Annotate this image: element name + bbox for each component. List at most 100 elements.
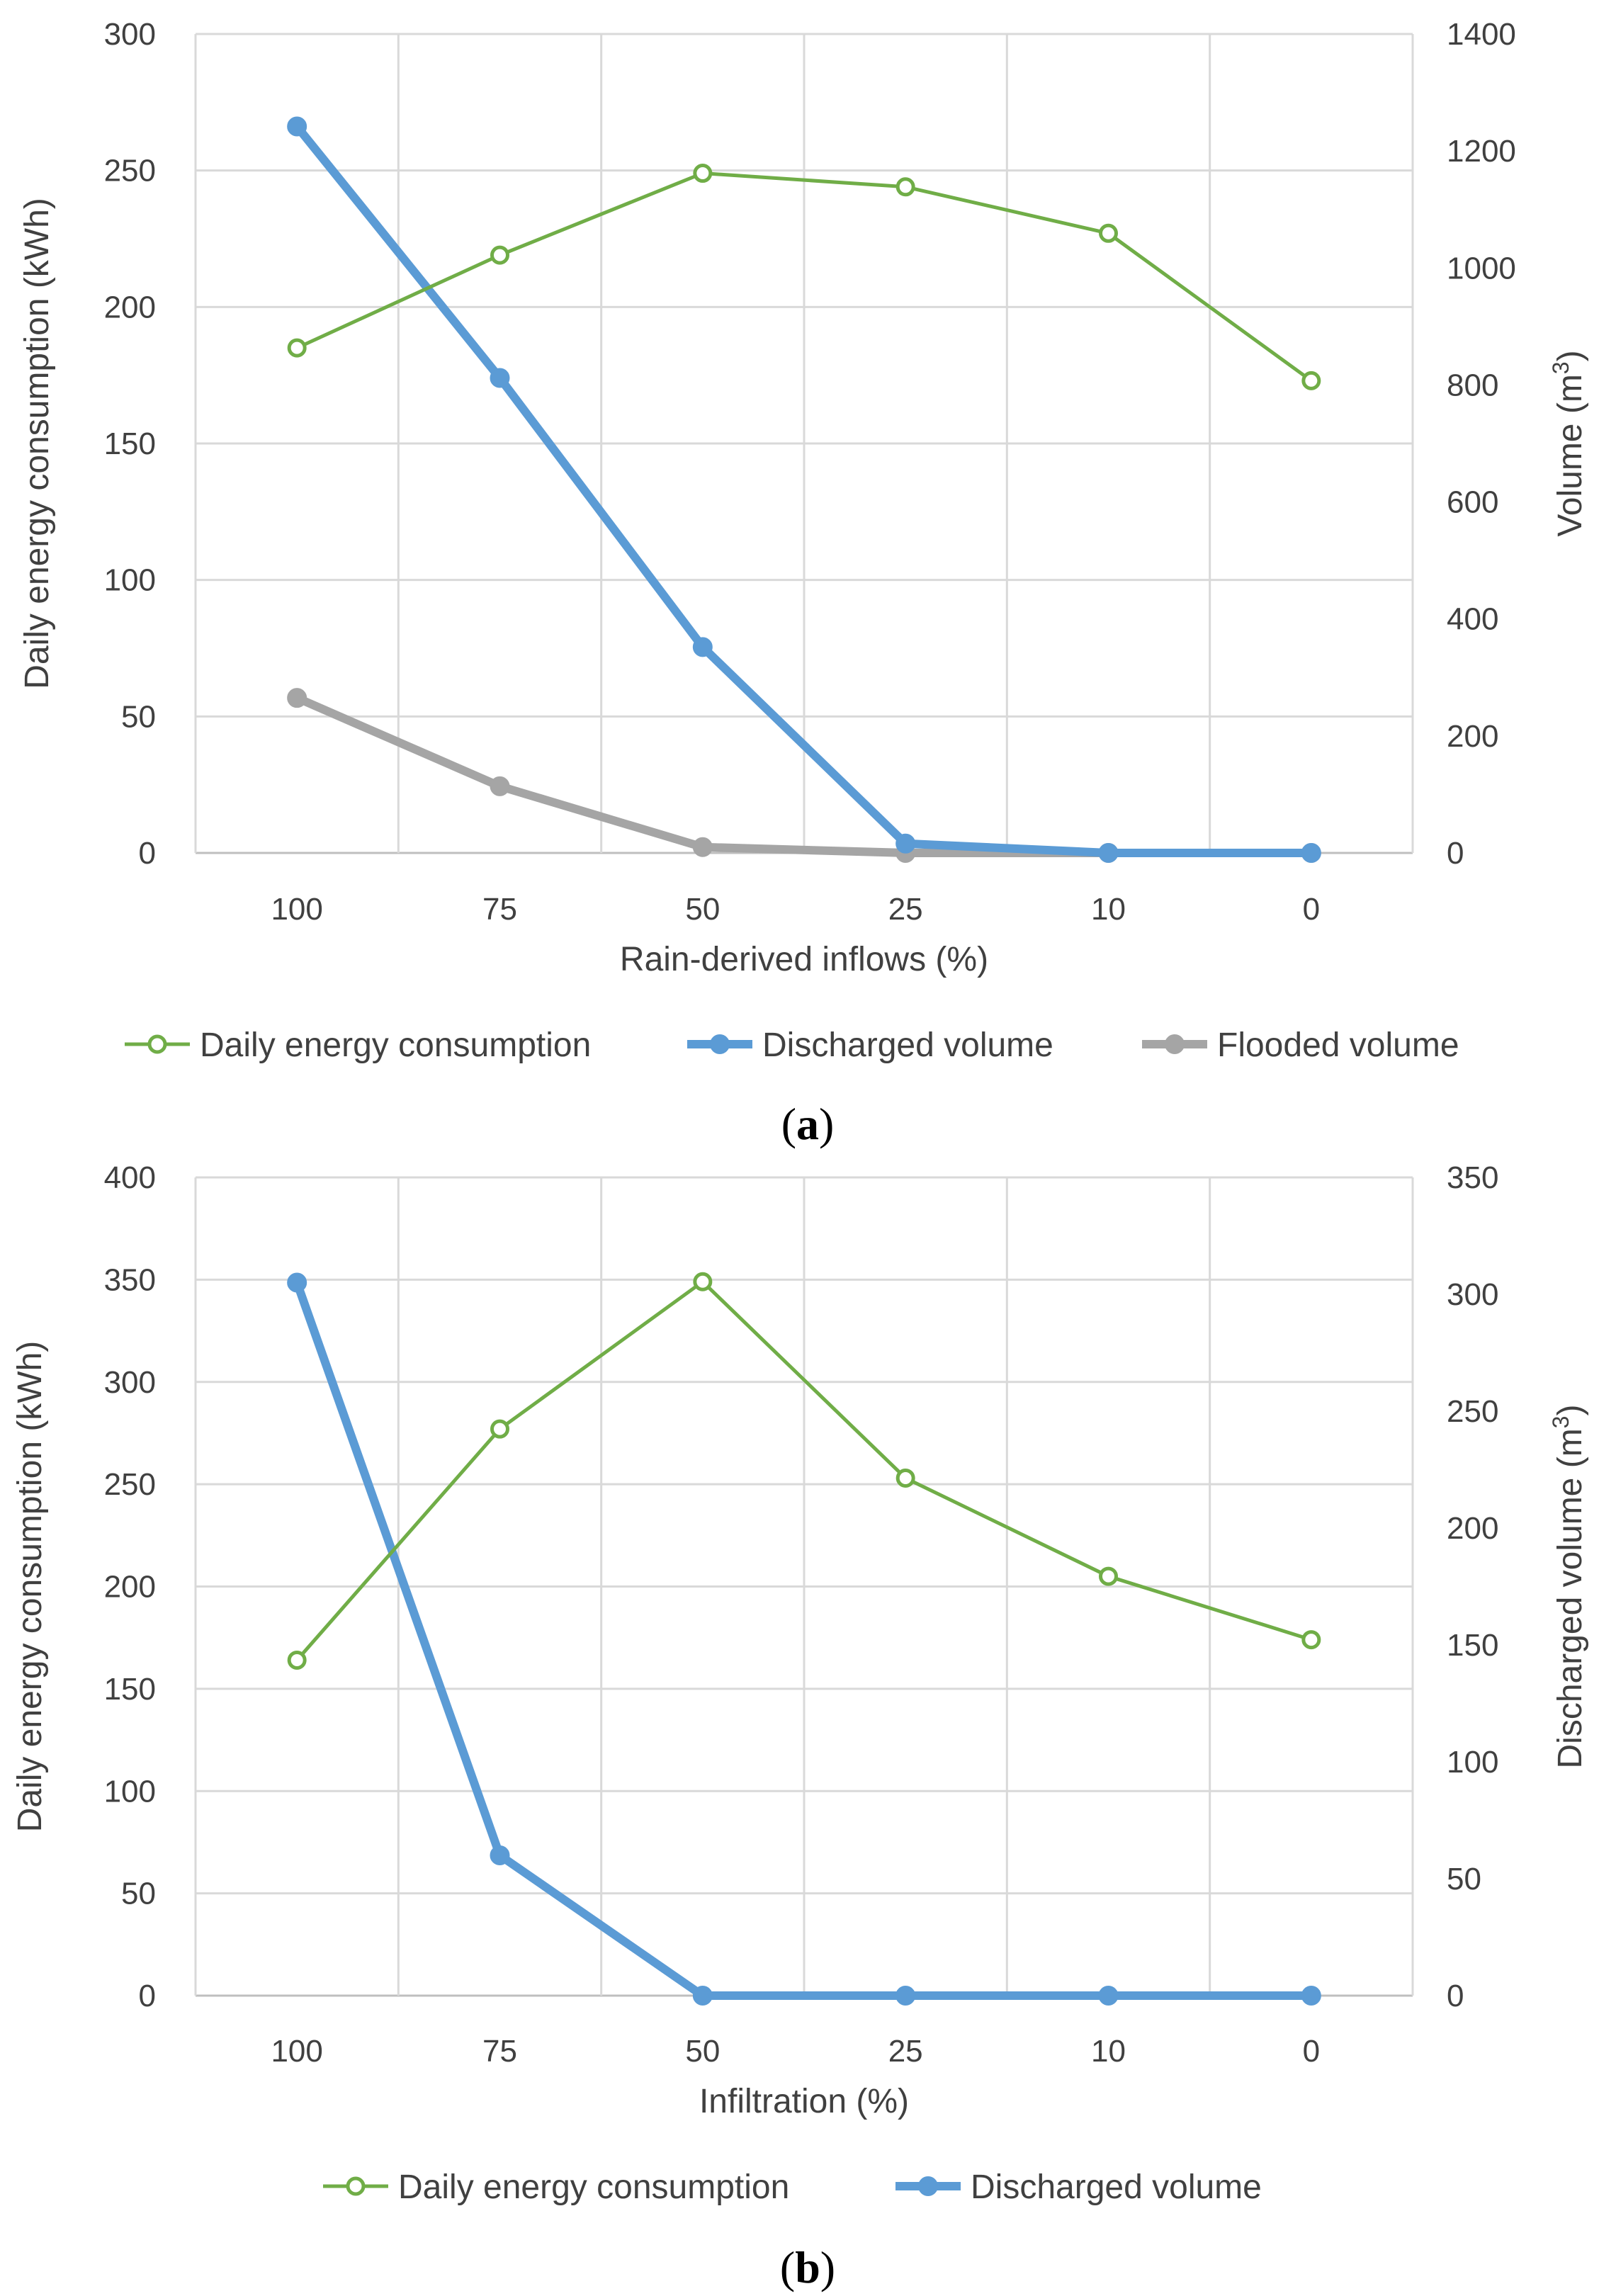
- legend-swatch-marker: [147, 1034, 167, 1054]
- y-right-tick-label: 200: [1447, 719, 1498, 754]
- x-tick-label: 0: [1303, 892, 1320, 927]
- data-point-discharged-volume: [1098, 1986, 1119, 2006]
- panel-caption: (a): [781, 1099, 835, 1149]
- legend-swatch-marker: [346, 2176, 366, 2196]
- x-tick-label: 100: [271, 2034, 322, 2069]
- series-line-discharged-volume: [293, 1281, 1311, 2000]
- y-left-axis-title: Daily energy consumption (kWh): [11, 1341, 49, 1833]
- data-point-discharged-volume: [287, 116, 307, 137]
- x-tick-label: 50: [685, 2034, 720, 2069]
- chart-panel-a: 0501001502002503000200400600800100012001…: [18, 17, 1589, 1149]
- x-tick-label: 75: [482, 892, 517, 927]
- data-point-discharged-volume: [490, 368, 510, 388]
- x-tick-label: 100: [271, 892, 322, 927]
- y-right-tick-label: 1000: [1447, 251, 1516, 285]
- x-tick-label: 50: [685, 892, 720, 927]
- legend-item-daily-energy-consumption: Daily energy consumption: [323, 2168, 789, 2206]
- y-left-tick-label: 100: [104, 1774, 156, 1809]
- y-left-tick-label: 300: [104, 17, 156, 52]
- y-right-axis-title: Volume (m3): [1548, 350, 1589, 536]
- y-right-tick-label: 50: [1447, 1862, 1481, 1896]
- y-right-tick-label: 100: [1447, 1745, 1498, 1780]
- y-left-tick-label: 150: [104, 426, 156, 461]
- y-right-tick-label: 0: [1447, 836, 1464, 871]
- y-left-tick-label: 300: [104, 1365, 156, 1400]
- data-point-flooded-volume: [692, 837, 713, 857]
- chart-panel-b: 0501001502002503003504000501001502002503…: [11, 1160, 1589, 2292]
- y-right-tick-label: 0: [1447, 1979, 1464, 2013]
- data-point-discharged-volume: [287, 1272, 307, 1293]
- data-point-daily-energy-consumption: [490, 1419, 509, 1439]
- data-point-discharged-volume: [895, 1986, 916, 2006]
- y-right-tick-label: 800: [1447, 368, 1498, 402]
- data-point-daily-energy-consumption: [693, 164, 713, 183]
- x-tick-label: 75: [482, 2034, 517, 2069]
- data-point-daily-energy-consumption: [287, 338, 307, 358]
- data-point-daily-energy-consumption: [895, 177, 915, 197]
- data-point-daily-energy-consumption: [1099, 1566, 1118, 1586]
- data-point-daily-energy-consumption: [490, 245, 509, 265]
- legend-swatch-marker: [710, 1034, 730, 1054]
- y-right-tick-label: 350: [1447, 1160, 1498, 1195]
- y-right-tick-label: 1200: [1447, 134, 1516, 169]
- legend-item-flooded-volume: Flooded volume: [1142, 1027, 1459, 1064]
- y-right-tick-label: 250: [1447, 1394, 1498, 1429]
- data-point-daily-energy-consumption: [693, 1272, 713, 1291]
- y-left-tick-label: 150: [104, 1672, 156, 1707]
- data-point-daily-energy-consumption: [1301, 1630, 1321, 1650]
- x-axis-title: Infiltration (%): [699, 2083, 909, 2120]
- data-point-discharged-volume: [1098, 843, 1119, 863]
- y-left-tick-label: 100: [104, 563, 156, 598]
- y-left-tick-label: 400: [104, 1160, 156, 1195]
- y-left-tick-label: 0: [139, 836, 156, 871]
- legend-swatch-marker: [918, 2176, 938, 2196]
- legend-swatch-marker: [1165, 1034, 1185, 1054]
- data-point-discharged-volume: [895, 833, 916, 854]
- data-point-daily-energy-consumption: [287, 1650, 307, 1670]
- y-left-tick-label: 250: [104, 154, 156, 188]
- y-left-axis-title: Daily energy consumption (kWh): [18, 198, 56, 689]
- y-left-tick-label: 50: [121, 699, 156, 734]
- x-tick-label: 10: [1091, 2034, 1126, 2069]
- series-line-discharged-volume: [293, 123, 1311, 857]
- series-line-daily-energy-consumption: [296, 171, 1313, 383]
- y-right-tick-label: 600: [1447, 485, 1498, 520]
- y-right-tick-label: 150: [1447, 1628, 1498, 1663]
- y-left-tick-label: 350: [104, 1262, 156, 1297]
- y-right-tick-label: 300: [1447, 1277, 1498, 1312]
- y-right-tick-label: 1400: [1447, 17, 1516, 52]
- x-tick-label: 10: [1091, 892, 1126, 927]
- x-tick-label: 25: [888, 2034, 923, 2069]
- panel-caption: (b): [780, 2242, 835, 2292]
- data-point-daily-energy-consumption: [1099, 223, 1118, 243]
- x-tick-label: 0: [1303, 2034, 1320, 2069]
- data-point-discharged-volume: [692, 637, 713, 657]
- legend-label: Daily energy consumption: [200, 1027, 591, 1064]
- x-axis-title: Rain-derived inflows (%): [620, 941, 988, 978]
- legend-item-discharged-volume: Discharged volume: [687, 1027, 1053, 1064]
- y-left-tick-label: 200: [104, 1570, 156, 1605]
- data-point-daily-energy-consumption: [895, 1468, 915, 1488]
- legend-label: Discharged volume: [971, 2168, 1262, 2206]
- data-point-flooded-volume: [490, 776, 510, 796]
- data-point-discharged-volume: [1301, 1986, 1321, 2006]
- y-left-tick-label: 0: [139, 1979, 156, 2013]
- series-line-daily-energy-consumption: [295, 1279, 1312, 1662]
- y-right-axis-title: Discharged volume (m3): [1548, 1405, 1589, 1769]
- legend-label: Flooded volume: [1217, 1027, 1459, 1064]
- data-point-daily-energy-consumption: [1301, 371, 1321, 390]
- y-left-tick-label: 250: [104, 1467, 156, 1502]
- legend-label: Daily energy consumption: [398, 2168, 789, 2206]
- data-point-discharged-volume: [692, 1986, 713, 2006]
- legend-item-discharged-volume: Discharged volume: [895, 2168, 1262, 2206]
- data-point-discharged-volume: [1301, 843, 1321, 863]
- data-point-flooded-volume: [287, 688, 307, 708]
- y-right-tick-label: 400: [1447, 602, 1498, 637]
- x-tick-label: 25: [888, 892, 923, 927]
- legend-item-daily-energy-consumption: Daily energy consumption: [125, 1027, 591, 1064]
- legend-label: Discharged volume: [762, 1027, 1053, 1064]
- data-point-discharged-volume: [490, 1845, 510, 1865]
- y-right-tick-label: 200: [1447, 1511, 1498, 1546]
- y-left-tick-label: 50: [121, 1877, 156, 1911]
